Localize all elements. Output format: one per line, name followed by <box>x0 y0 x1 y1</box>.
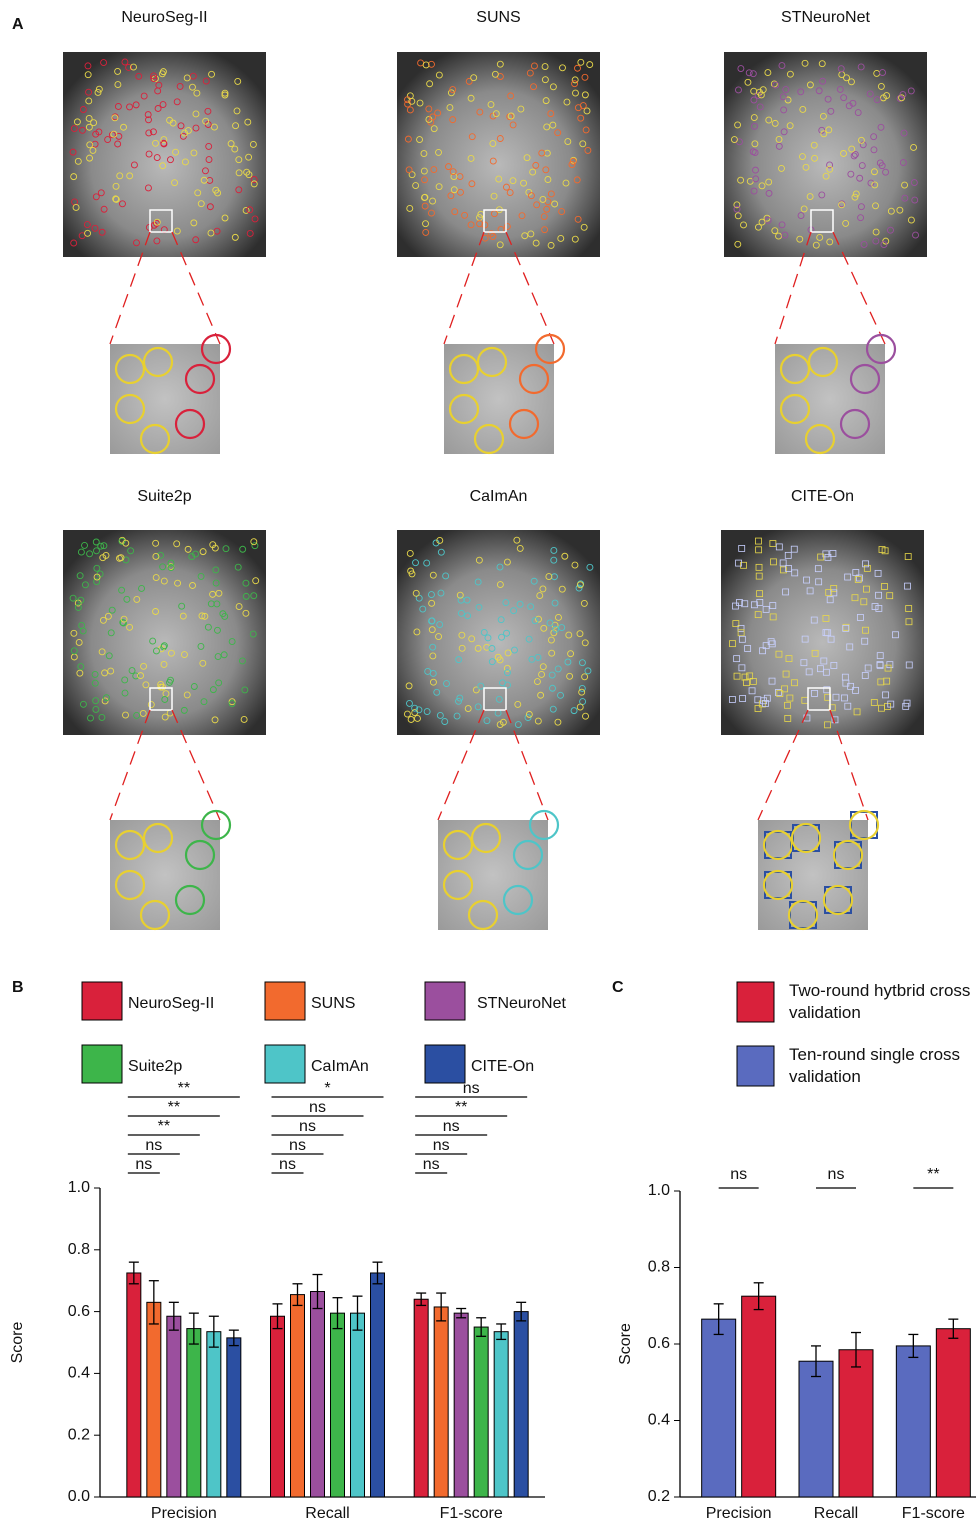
panel-label: B <box>12 979 24 996</box>
y-tick-label: 1.0 <box>68 1179 90 1196</box>
y-tick-label: 0.6 <box>648 1335 670 1352</box>
bar <box>207 1332 221 1497</box>
image-title: Suite2p <box>137 488 191 505</box>
bar <box>742 1296 776 1497</box>
legend-swatch <box>425 982 465 1020</box>
panel-label: C <box>612 979 624 996</box>
significance-label: ns <box>309 1099 326 1116</box>
significance-label: ** <box>927 1166 939 1183</box>
panel-label: A <box>12 16 24 33</box>
y-tick-label: 0.6 <box>68 1303 90 1320</box>
significance-label: ns <box>135 1156 152 1173</box>
y-tick-label: 0.8 <box>648 1259 670 1276</box>
x-tick-label: Recall <box>814 1505 858 1522</box>
bar <box>127 1273 141 1497</box>
image-title: STNeuroNet <box>781 9 870 26</box>
legend-label: CaImAn <box>311 1058 369 1075</box>
legend-label: Ten-round single cross validation <box>789 1044 976 1088</box>
bar <box>311 1292 325 1497</box>
x-tick-label: F1-score <box>902 1505 965 1522</box>
image-title: SUNS <box>476 9 520 26</box>
bar <box>227 1338 241 1497</box>
significance-label: ns <box>145 1137 162 1154</box>
y-tick-label: 0.2 <box>648 1488 670 1505</box>
significance-label: ns <box>433 1137 450 1154</box>
image-title: CITE-On <box>791 488 854 505</box>
zoom-inset <box>775 344 885 454</box>
y-tick-label: 0.4 <box>68 1365 90 1382</box>
figure-canvas: A B C NeuroSeg-II SUNS STNeuroNet Suite2p Ca… <box>0 0 976 1524</box>
x-tick-label: F1-score <box>440 1505 503 1522</box>
legend-swatch <box>265 1045 305 1083</box>
zoom-inset <box>110 344 220 454</box>
significance-label: ns <box>423 1156 440 1173</box>
image-title: NeuroSeg-II <box>121 9 207 26</box>
legend-swatch <box>82 1045 122 1083</box>
legend-label: Two-round hytbrid cross validation <box>789 980 976 1024</box>
zoom-inset <box>110 820 220 930</box>
legend-swatch <box>425 1045 465 1083</box>
legend-label: Suite2p <box>128 1058 182 1075</box>
bar <box>291 1295 305 1497</box>
legend-label: SUNS <box>311 995 355 1012</box>
bar <box>474 1327 488 1497</box>
bar <box>371 1273 385 1497</box>
bar <box>414 1299 428 1497</box>
x-tick-label: Precision <box>706 1505 772 1522</box>
bar <box>187 1329 201 1497</box>
y-axis-label: Score <box>9 1322 26 1364</box>
significance-label: * <box>324 1080 330 1097</box>
bar <box>702 1319 736 1497</box>
significance-label: ns <box>730 1166 747 1183</box>
bar <box>454 1313 468 1497</box>
legend-swatch <box>82 982 122 1020</box>
y-tick-label: 0.4 <box>648 1412 670 1429</box>
bar <box>799 1361 833 1497</box>
y-axis-label: Score <box>617 1323 634 1365</box>
significance-label: ns <box>443 1118 460 1135</box>
zoom-inset <box>444 344 554 454</box>
legend-swatch <box>265 982 305 1020</box>
significance-label: ** <box>178 1080 190 1097</box>
x-tick-label: Recall <box>305 1505 349 1522</box>
legend-swatch <box>737 982 774 1022</box>
x-tick-label: Precision <box>151 1505 217 1522</box>
significance-label: ** <box>168 1099 180 1116</box>
significance-label: ns <box>299 1118 316 1135</box>
zoom-inset <box>438 820 548 930</box>
bar <box>896 1346 930 1497</box>
significance-label: ns <box>289 1137 306 1154</box>
significance-label: ns <box>279 1156 296 1173</box>
bar <box>494 1332 508 1497</box>
legend-label: NeuroSeg-II <box>128 995 214 1012</box>
bar <box>514 1312 528 1497</box>
y-tick-label: 0.8 <box>68 1241 90 1258</box>
bar <box>434 1307 448 1497</box>
bar <box>147 1302 161 1497</box>
bar <box>167 1316 181 1497</box>
micrograph <box>63 530 266 735</box>
legend-label: CITE-On <box>471 1058 534 1075</box>
significance-label: ** <box>158 1118 170 1135</box>
bar <box>839 1350 873 1497</box>
significance-label: ns <box>828 1166 845 1183</box>
bar <box>936 1329 970 1497</box>
y-tick-label: 0.0 <box>68 1488 90 1505</box>
y-tick-label: 1.0 <box>648 1182 670 1199</box>
y-tick-label: 0.2 <box>68 1426 90 1443</box>
legend-swatch <box>737 1046 774 1086</box>
significance-label: ** <box>455 1099 467 1116</box>
figure: A B C NeuroSeg-II SUNS STNeuroNet Suite2p Ca… <box>0 0 976 1524</box>
bar <box>331 1313 345 1497</box>
bar <box>351 1313 365 1497</box>
image-title: CaImAn <box>470 488 528 505</box>
bar <box>271 1316 285 1497</box>
legend-label: STNeuroNet <box>477 995 566 1012</box>
